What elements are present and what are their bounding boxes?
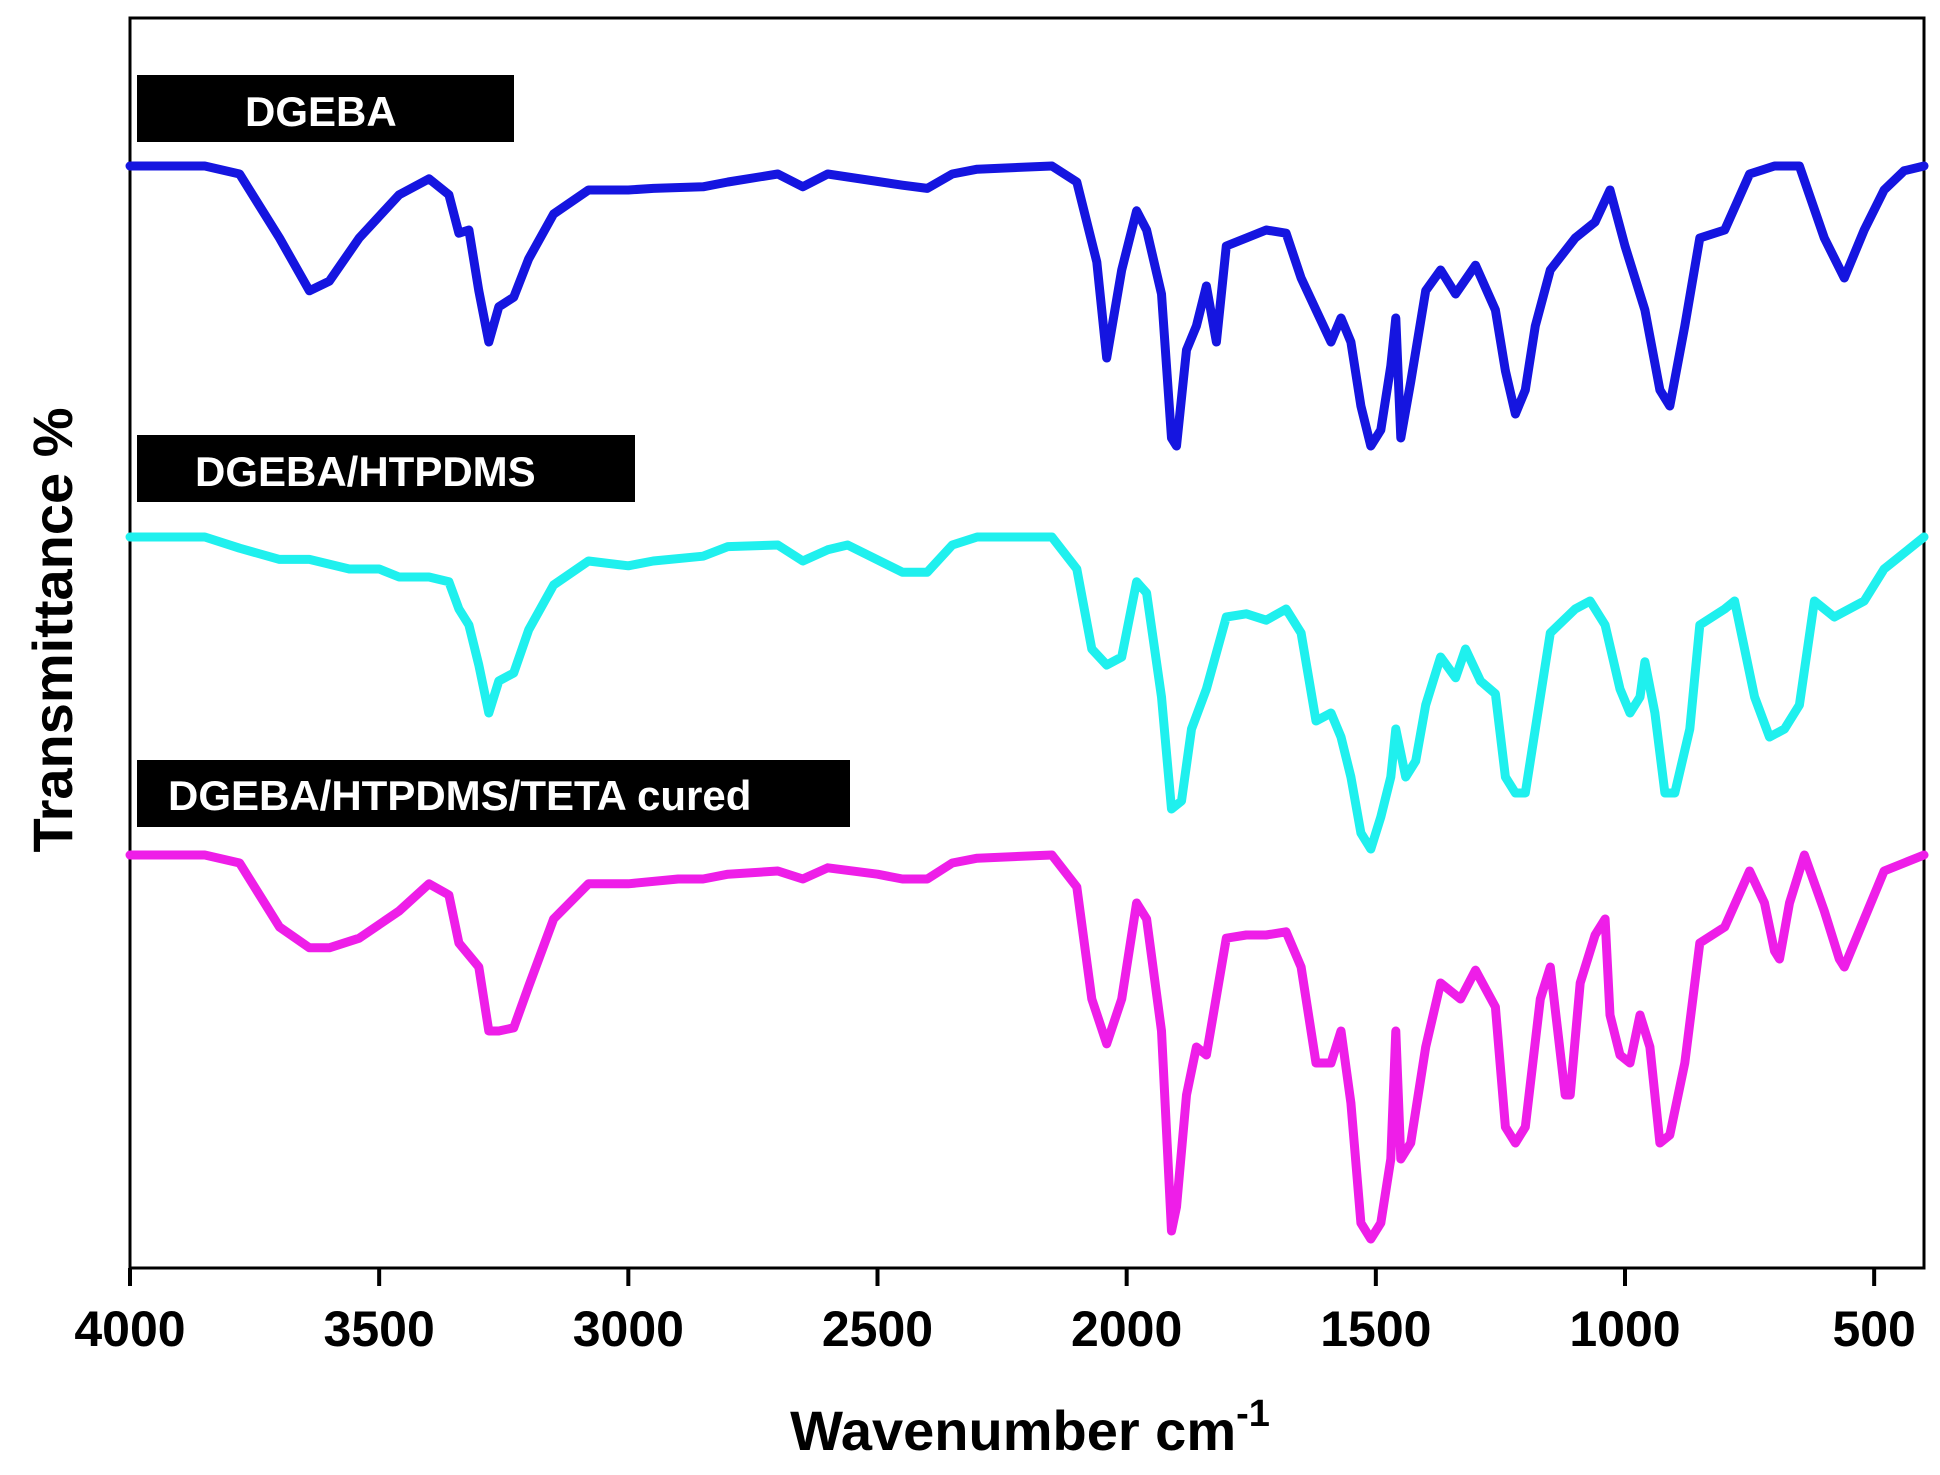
x-tick-label-3000: 3000 [573, 1301, 684, 1357]
series-line-dgeba [125, 161, 1929, 451]
legend-dgeba-box [137, 75, 514, 142]
legend-dgeba-htpdms-teta: DGEBA/HTPDMS/TETA cured [137, 760, 850, 827]
y-axis-title: Transmittance % [21, 407, 84, 852]
x-axis-title-superscript: -1 [1236, 1393, 1270, 1435]
x-tick-label-1000: 1000 [1569, 1301, 1680, 1357]
legend-dgeba-htpdms-box [137, 435, 635, 502]
x-axis-title: Wavenumber cm-1 [790, 1393, 1270, 1462]
x-tick-label-4000: 4000 [74, 1301, 185, 1357]
x-tick-label-3500: 3500 [324, 1301, 435, 1357]
x-tick-label-2000: 2000 [1071, 1301, 1182, 1357]
x-axis-title-main: Wavenumber cm [790, 1399, 1236, 1462]
x-axis-ticks: 4000 3500 3000 2500 2000 1500 1000 500 [74, 1268, 1916, 1357]
legend-dgeba-htpdms: DGEBA/HTPDMS [137, 435, 635, 502]
legend-dgeba: DGEBA [137, 75, 514, 142]
legend-dgeba-htpdms-teta-label: DGEBA/HTPDMS/TETA cured [168, 772, 751, 819]
series-line-dgeba-htpdms [125, 532, 1929, 854]
series-line-dgeba-htpdms-teta-cured [125, 850, 1929, 1244]
legend-dgeba-htpdms-label: DGEBA/HTPDMS [195, 448, 536, 495]
legend-dgeba-htpdms-teta-box [137, 760, 850, 827]
x-tick-label-1500: 1500 [1320, 1301, 1431, 1357]
plot-frame [128, 16, 1926, 1270]
x-tick-label-2500: 2500 [822, 1301, 933, 1357]
legend-dgeba-label: DGEBA [245, 88, 397, 135]
series-layer [125, 161, 1929, 1244]
x-tick-label-500: 500 [1832, 1301, 1915, 1357]
